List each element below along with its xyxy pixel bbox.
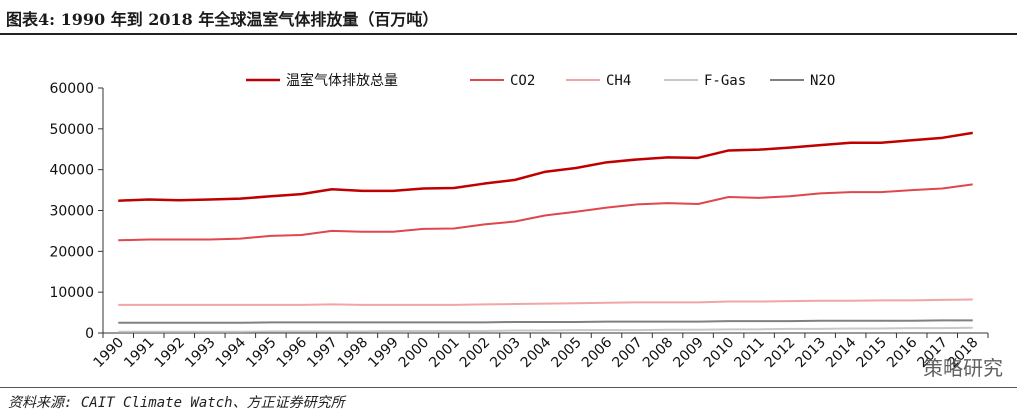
series-line-CO2 [118, 183, 973, 242]
x-tick-label: 2012 [762, 335, 799, 372]
legend-label: 温室气体排放总量 [286, 72, 398, 89]
series-line-N2O [118, 319, 973, 324]
x-axis: 1990199119921993199419951996199719981999… [91, 332, 989, 372]
x-tick-label: 2015 [854, 335, 891, 372]
series-line-温室气体排放总量 [118, 131, 973, 202]
x-tick-label: 1993 [182, 335, 219, 372]
y-tick-label: 10000 [49, 285, 94, 301]
x-tick-label: 1992 [152, 335, 189, 372]
x-tick-label: 2009 [670, 335, 707, 372]
x-tick-label: 2003 [487, 335, 524, 372]
title-divider [0, 33, 1017, 35]
x-tick-label: 1999 [365, 335, 402, 372]
x-tick-label: 1997 [304, 335, 341, 372]
x-tick-label: 2005 [548, 335, 585, 372]
series-line-CH4 [118, 298, 973, 306]
legend-label: CH4 [606, 73, 631, 89]
source-divider [0, 387, 1017, 388]
legend-label: CO2 [510, 73, 535, 89]
series-line-F-Gas [118, 326, 973, 333]
chart-legend: 温室气体排放总量 CO2 CH4 F-Gas N2O [246, 72, 835, 89]
x-tick-label: 2002 [457, 335, 494, 372]
x-tick-label: 2011 [731, 335, 768, 372]
legend-label: F-Gas [704, 73, 746, 89]
x-tick-label: 2006 [579, 334, 616, 371]
figure-title: 图表4: 1990 年到 2018 年全球温室气体排放量（百万吨） [6, 10, 439, 29]
source-note: 资料来源: CAIT Climate Watch、方正证券研究所 [8, 395, 345, 411]
x-tick-label: 2008 [640, 335, 677, 372]
series-layer [118, 131, 973, 333]
x-tick-label: 1995 [243, 335, 280, 372]
y-tick-label: 30000 [49, 204, 94, 220]
y-tick-label: 20000 [49, 244, 94, 260]
ghg-emissions-line-chart: 温室气体排放总量 CO2 CH4 F-Gas N2O 0 10000 20000 30000 4… [49, 72, 989, 372]
x-tick-label: 1996 [274, 334, 311, 371]
y-tick-label: 0 [85, 326, 94, 342]
watermark-logo: 策略研究 [923, 356, 1003, 380]
x-tick-label: 2016 [884, 334, 921, 371]
y-tick-label: 50000 [49, 122, 94, 138]
x-tick-label: 1998 [335, 335, 372, 372]
x-tick-label: 1990 [91, 335, 128, 372]
x-tick-label: 2014 [823, 334, 860, 371]
legend-label: N2O [810, 73, 835, 89]
x-tick-label: 2013 [792, 335, 829, 372]
y-tick-label: 40000 [49, 163, 94, 179]
x-tick-label: 2010 [701, 335, 738, 372]
y-tick-label: 60000 [49, 81, 94, 97]
x-tick-label: 1994 [213, 334, 250, 371]
x-tick-label: 2000 [396, 335, 433, 372]
x-tick-label: 2001 [426, 335, 463, 372]
x-tick-label: 2007 [609, 335, 646, 372]
y-axis: 0 10000 20000 30000 40000 50000 60000 [49, 81, 104, 342]
x-tick-label: 1991 [121, 335, 158, 372]
x-tick-label: 2004 [518, 334, 555, 371]
